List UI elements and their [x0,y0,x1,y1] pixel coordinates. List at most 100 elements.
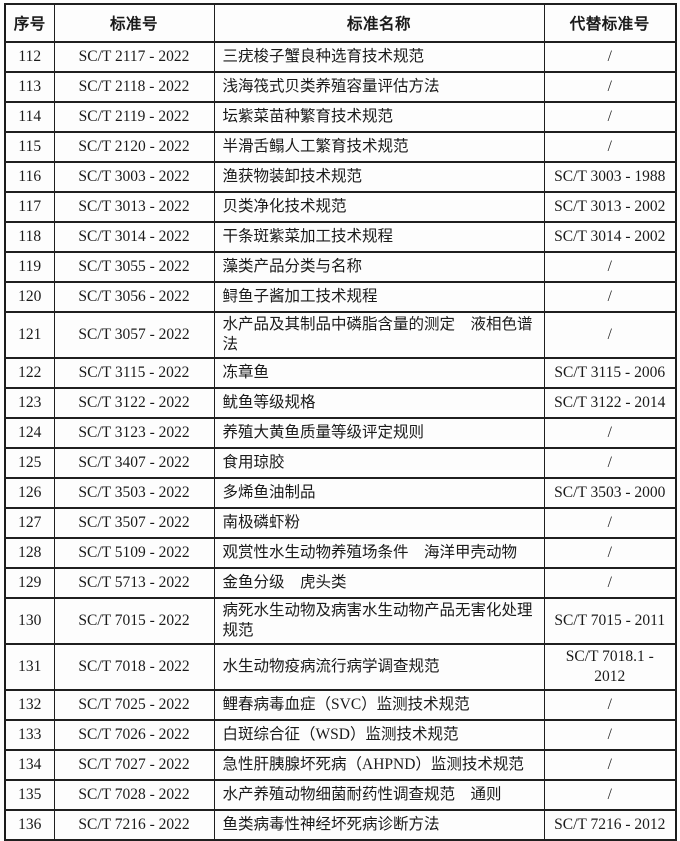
column-header-standard-no: 标准号 [53,3,215,43]
cell-standard-no: SC/T 5109 - 2022 [53,537,215,569]
cell-replaced-no: / [543,447,677,479]
table-row: 114 SC/T 2119 - 2022 坛紫菜苗种繁育技术规范 / [4,101,677,133]
cell-replaced-no: SC/T 3003 - 1988 [543,161,677,193]
cell-standard-no: SC/T 7025 - 2022 [53,689,215,721]
table-row: 118 SC/T 3014 - 2022 干条斑紫菜加工技术规程 SC/T 30… [4,221,677,253]
cell-serial: 119 [4,251,55,283]
table-row: 135 SC/T 7028 - 2022 水产养殖动物细菌耐药性调查规范 通则 … [4,779,677,811]
table-body: 112 SC/T 2117 - 2022 三疣梭子蟹良种选育技术规范 / 113… [4,41,677,841]
cell-standard-no: SC/T 3003 - 2022 [53,161,215,193]
cell-serial: 126 [4,477,55,509]
cell-serial: 116 [4,161,55,193]
cell-serial: 117 [4,191,55,223]
cell-standard-no: SC/T 2117 - 2022 [53,41,215,73]
cell-standard-no: SC/T 7015 - 2022 [53,597,215,645]
cell-replaced-no: / [543,507,677,539]
header-row: 序号 标准号 标准名称 代替标准号 [4,3,677,43]
table-row: 126 SC/T 3503 - 2022 多烯鱼油制品 SC/T 3503 - … [4,477,677,509]
cell-replaced-no: / [543,689,677,721]
cell-standard-no: SC/T 3123 - 2022 [53,417,215,449]
cell-serial: 127 [4,507,55,539]
table-row: 116 SC/T 3003 - 2022 渔获物装卸技术规范 SC/T 3003… [4,161,677,193]
cell-serial: 115 [4,131,55,163]
cell-standard-no: SC/T 3407 - 2022 [53,447,215,479]
cell-standard-name: 浅海筏式贝类养殖容量评估方法 [213,71,545,103]
table-row: 120 SC/T 3056 - 2022 鲟鱼子酱加工技术规程 / [4,281,677,313]
table-row: 121 SC/T 3057 - 2022 水产品及其制品中磷脂含量的测定 液相色… [4,311,677,359]
cell-standard-name: 鱿鱼等级规格 [213,387,545,419]
table-row: 127 SC/T 3507 - 2022 南极磷虾粉 / [4,507,677,539]
table-row: 124 SC/T 3123 - 2022 养殖大黄鱼质量等级评定规则 / [4,417,677,449]
cell-standard-name: 急性肝胰腺坏死病（AHPND）监测技术规范 [213,749,545,781]
column-header-standard-name: 标准名称 [213,3,545,43]
table-row: 113 SC/T 2118 - 2022 浅海筏式贝类养殖容量评估方法 / [4,71,677,103]
cell-serial: 124 [4,417,55,449]
cell-standard-no: SC/T 7216 - 2022 [53,809,215,841]
cell-standard-no: SC/T 3503 - 2022 [53,477,215,509]
cell-serial: 121 [4,311,55,359]
table-row: 129 SC/T 5713 - 2022 金鱼分级 虎头类 / [4,567,677,599]
cell-standard-no: SC/T 3055 - 2022 [53,251,215,283]
cell-standard-name: 食用琼胶 [213,447,545,479]
cell-serial: 134 [4,749,55,781]
table-row: 117 SC/T 3013 - 2022 贝类净化技术规范 SC/T 3013 … [4,191,677,223]
cell-replaced-no: SC/T 3115 - 2006 [543,357,677,389]
cell-standard-name: 冻章鱼 [213,357,545,389]
cell-replaced-no: / [543,779,677,811]
cell-standard-no: SC/T 3056 - 2022 [53,281,215,313]
cell-standard-name: 藻类产品分类与名称 [213,251,545,283]
table-row: 123 SC/T 3122 - 2022 鱿鱼等级规格 SC/T 3122 - … [4,387,677,419]
cell-standard-name: 坛紫菜苗种繁育技术规范 [213,101,545,133]
cell-replaced-no: SC/T 3013 - 2002 [543,191,677,223]
cell-standard-name: 鱼类病毒性神经坏死病诊断方法 [213,809,545,841]
cell-serial: 114 [4,101,55,133]
table-row: 132 SC/T 7025 - 2022 鲤春病毒血症（SVC）监测技术规范 / [4,689,677,721]
table-row: 122 SC/T 3115 - 2022 冻章鱼 SC/T 3115 - 200… [4,357,677,389]
cell-serial: 128 [4,537,55,569]
cell-standard-name: 水生动物疫病流行病学调查规范 [213,643,545,691]
cell-serial: 118 [4,221,55,253]
cell-standard-name: 贝类净化技术规范 [213,191,545,223]
cell-standard-name: 渔获物装卸技术规范 [213,161,545,193]
cell-standard-name: 半滑舌鳎人工繁育技术规范 [213,131,545,163]
cell-replaced-no: SC/T 7216 - 2012 [543,809,677,841]
table-row: 130 SC/T 7015 - 2022 病死水生动物及病害水生动物产品无害化处… [4,597,677,645]
standards-table: 序号 标准号 标准名称 代替标准号 112 SC/T 2117 - 2022 三… [4,3,677,841]
cell-standard-no: SC/T 3122 - 2022 [53,387,215,419]
cell-standard-no: SC/T 7018 - 2022 [53,643,215,691]
cell-replaced-no: SC/T 3122 - 2014 [543,387,677,419]
cell-replaced-no: / [543,251,677,283]
cell-serial: 123 [4,387,55,419]
cell-standard-no: SC/T 3057 - 2022 [53,311,215,359]
cell-replaced-no: / [543,537,677,569]
cell-replaced-no: / [543,131,677,163]
table-row: 125 SC/T 3407 - 2022 食用琼胶 / [4,447,677,479]
cell-standard-no: SC/T 3507 - 2022 [53,507,215,539]
cell-replaced-no: / [543,749,677,781]
cell-replaced-no: / [543,567,677,599]
cell-standard-name: 南极磷虾粉 [213,507,545,539]
cell-standard-no: SC/T 7027 - 2022 [53,749,215,781]
cell-standard-name: 水产养殖动物细菌耐药性调查规范 通则 [213,779,545,811]
cell-replaced-no: / [543,41,677,73]
cell-replaced-no: SC/T 7018.1 - 2012 [543,643,677,691]
cell-serial: 113 [4,71,55,103]
table-row: 136 SC/T 7216 - 2022 鱼类病毒性神经坏死病诊断方法 SC/T… [4,809,677,841]
cell-serial: 136 [4,809,55,841]
cell-serial: 132 [4,689,55,721]
cell-standard-name: 鲤春病毒血症（SVC）监测技术规范 [213,689,545,721]
table-row: 112 SC/T 2117 - 2022 三疣梭子蟹良种选育技术规范 / [4,41,677,73]
cell-standard-no: SC/T 3014 - 2022 [53,221,215,253]
table-row: 119 SC/T 3055 - 2022 藻类产品分类与名称 / [4,251,677,283]
table-row: 115 SC/T 2120 - 2022 半滑舌鳎人工繁育技术规范 / [4,131,677,163]
cell-serial: 133 [4,719,55,751]
column-header-serial: 序号 [4,3,55,43]
table-row: 128 SC/T 5109 - 2022 观赏性水生动物养殖场条件 海洋甲壳动物… [4,537,677,569]
cell-replaced-no: SC/T 7015 - 2011 [543,597,677,645]
cell-serial: 135 [4,779,55,811]
cell-standard-name: 养殖大黄鱼质量等级评定规则 [213,417,545,449]
cell-replaced-no: / [543,417,677,449]
cell-standard-no: SC/T 3115 - 2022 [53,357,215,389]
cell-replaced-no: / [543,71,677,103]
cell-standard-name: 观赏性水生动物养殖场条件 海洋甲壳动物 [213,537,545,569]
